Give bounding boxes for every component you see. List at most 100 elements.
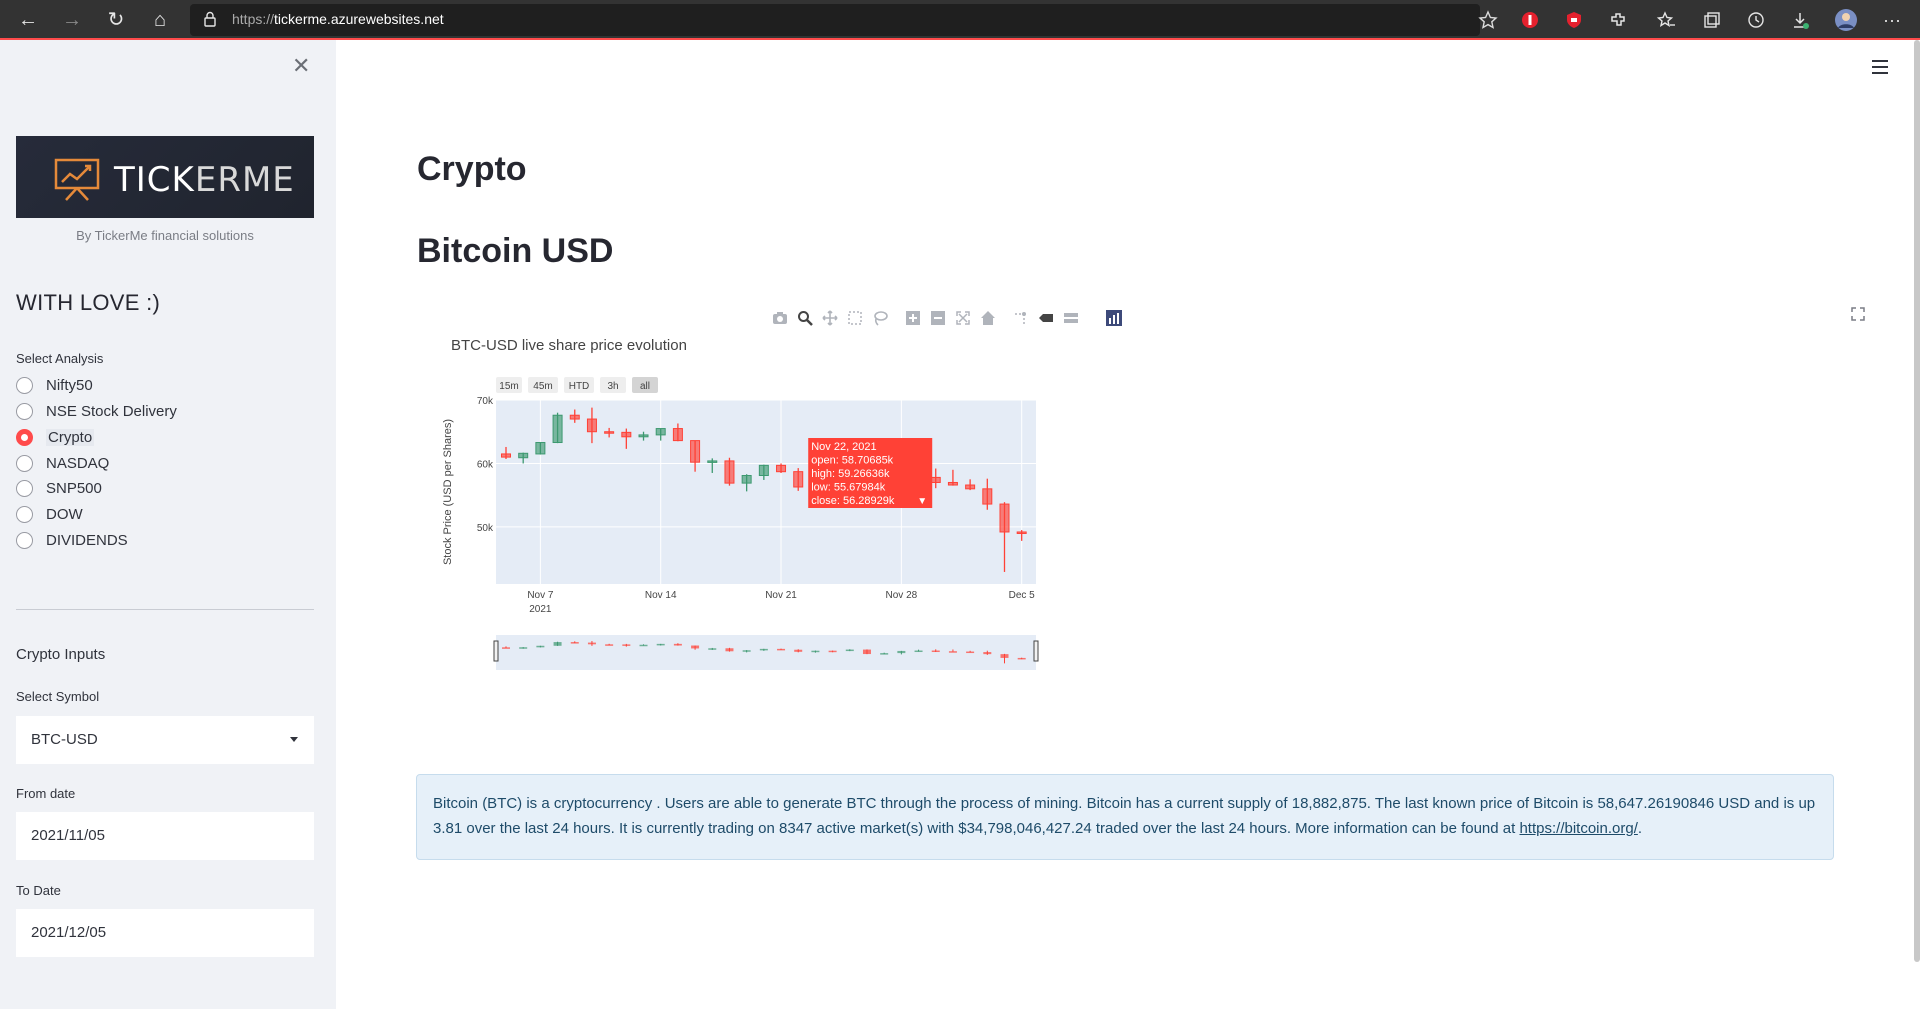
slider-candle-body	[880, 653, 889, 655]
more-options-icon[interactable]: ···	[1883, 10, 1901, 30]
y-tick-label: 60k	[477, 459, 494, 470]
crypto-inputs-heading: Crypto Inputs	[16, 646, 106, 663]
candle-body	[707, 460, 718, 463]
chart-presentation-icon	[54, 158, 100, 201]
zoom-out-icon[interactable]	[930, 310, 946, 326]
radio-circle[interactable]	[16, 505, 33, 523]
hover-closest-icon[interactable]	[1038, 310, 1054, 326]
y-tick-label: 50k	[477, 523, 494, 534]
camera-icon[interactable]	[772, 310, 788, 326]
slider-candle-body	[656, 643, 665, 646]
radio-dow[interactable]: DOW	[16, 502, 83, 526]
bitcoin-link[interactable]: https://bitcoin.org/	[1519, 820, 1638, 837]
address-bar[interactable]: https://tickerme.azurewebsites.net	[190, 4, 1498, 36]
pan-icon[interactable]	[822, 310, 838, 326]
slider-candle-body	[862, 649, 871, 655]
symbol-select[interactable]: BTC-USD	[16, 716, 314, 764]
zoom-icon[interactable]	[797, 310, 813, 326]
radio-circle-selected[interactable]	[16, 428, 33, 446]
candle-body	[518, 452, 529, 459]
radio-nasdaq[interactable]: NASDAQ	[16, 451, 109, 475]
plotly-logo-icon[interactable]	[1106, 310, 1122, 326]
radio-circle[interactable]	[16, 454, 33, 472]
candle-body	[604, 431, 615, 434]
candle-body	[947, 481, 958, 486]
y-axis-label: Stock Price (USD per Shares)	[442, 419, 454, 565]
info-end: .	[1637, 820, 1643, 837]
range-button-HTD[interactable]	[564, 377, 594, 393]
zoom-in-icon[interactable]	[905, 310, 921, 326]
radio-snp500[interactable]: SNP500	[16, 476, 102, 500]
info-alert: Bitcoin (BTC) is a cryptocurrency . User…	[416, 774, 1834, 860]
slider-candle-body	[673, 643, 682, 646]
hover-decreasing-marker: ▼	[917, 496, 927, 507]
scrollbar[interactable]	[1914, 40, 1920, 962]
hamburger-menu-icon[interactable]	[1872, 60, 1888, 78]
range-button-15m[interactable]	[496, 377, 522, 393]
x-tick-year-label: 2021	[529, 604, 552, 615]
candle-body	[655, 428, 666, 436]
autoscale-icon[interactable]	[955, 310, 971, 326]
lasso-icon[interactable]	[872, 310, 888, 326]
back-icon[interactable]: ←	[18, 9, 38, 31]
select-analysis-label: Select Analysis	[16, 351, 104, 366]
slider-candle-body	[605, 644, 614, 646]
x-tick-label: Nov 14	[645, 590, 677, 601]
favorite-star-icon[interactable]	[1478, 10, 1498, 30]
candle-body	[535, 442, 546, 455]
favorites-icon[interactable]	[1656, 10, 1676, 30]
close-sidebar-icon[interactable]: ✕	[292, 53, 311, 78]
spike-lines-icon[interactable]	[1013, 310, 1029, 326]
candle-body	[552, 414, 563, 444]
x-tick-label: Nov 21	[765, 590, 797, 601]
extensions-puzzle-icon[interactable]	[1608, 10, 1628, 30]
refresh-icon[interactable]: ↻	[107, 9, 125, 31]
radio-nse-stock-delivery[interactable]: NSE Stock Delivery	[16, 399, 177, 423]
range-slider-left-handle[interactable]	[493, 640, 499, 662]
candle-body	[930, 476, 941, 483]
slider-candle-body	[622, 644, 631, 646]
downloads-icon[interactable]	[1790, 10, 1810, 30]
asset-title: Bitcoin USD	[417, 232, 614, 270]
slider-candle-body	[502, 647, 510, 649]
range-slider-right-handle[interactable]	[1033, 640, 1039, 662]
radio-circle[interactable]	[16, 479, 33, 497]
candle-body	[965, 484, 976, 490]
plot-area	[496, 400, 1036, 584]
logo-wordmark: TICKERME	[114, 160, 295, 200]
fullscreen-expand-icon[interactable]	[1850, 306, 1866, 322]
candle-body	[638, 434, 649, 438]
range-button-all[interactable]	[632, 377, 658, 393]
radio-circle[interactable]	[16, 376, 33, 394]
to-date-input[interactable]: 2021/12/05	[16, 909, 314, 957]
candlestick-chart[interactable]: BTC-USD live share price evolution 15m 45m…	[430, 330, 1050, 690]
box-select-icon[interactable]	[847, 310, 863, 326]
radio-nifty50[interactable]: Nifty50	[16, 373, 93, 397]
range-button-45m[interactable]	[528, 377, 558, 393]
byline: By TickerMe financial solutions	[76, 228, 254, 243]
radio-circle[interactable]	[16, 531, 33, 549]
range-button-label[interactable]: 15m	[499, 381, 518, 392]
chart-title: BTC-USD live share price evolution	[451, 337, 687, 354]
range-button-label[interactable]: HTD	[569, 381, 590, 392]
home-icon[interactable]: ⌂	[153, 9, 167, 31]
from-date-input[interactable]: 2021/11/05	[16, 812, 314, 860]
forward-icon[interactable]: →	[62, 9, 82, 31]
radio-dividends[interactable]: DIVIDENDS	[16, 528, 128, 552]
range-button-label[interactable]: all	[640, 381, 650, 392]
range-button-3h[interactable]	[600, 377, 626, 393]
shield-extension-icon[interactable]	[1564, 10, 1584, 30]
reset-axes-icon[interactable]	[980, 310, 996, 326]
range-button-label[interactable]: 3h	[607, 381, 618, 392]
collections-icon[interactable]	[1702, 10, 1722, 30]
range-button-label[interactable]: 45m	[533, 381, 552, 392]
hover-compare-icon[interactable]	[1063, 310, 1079, 326]
radio-circle[interactable]	[16, 402, 33, 420]
history-icon[interactable]	[1746, 10, 1766, 30]
extension-red-icon[interactable]	[1520, 10, 1540, 30]
slider-candle-body	[966, 651, 975, 654]
sidebar: ✕ TICKERME By TickerMe financial solutio…	[0, 40, 336, 1009]
profile-avatar-icon[interactable]	[1834, 8, 1858, 32]
radio-crypto[interactable]: Crypto	[16, 425, 95, 449]
chevron-down-icon[interactable]	[290, 737, 298, 742]
